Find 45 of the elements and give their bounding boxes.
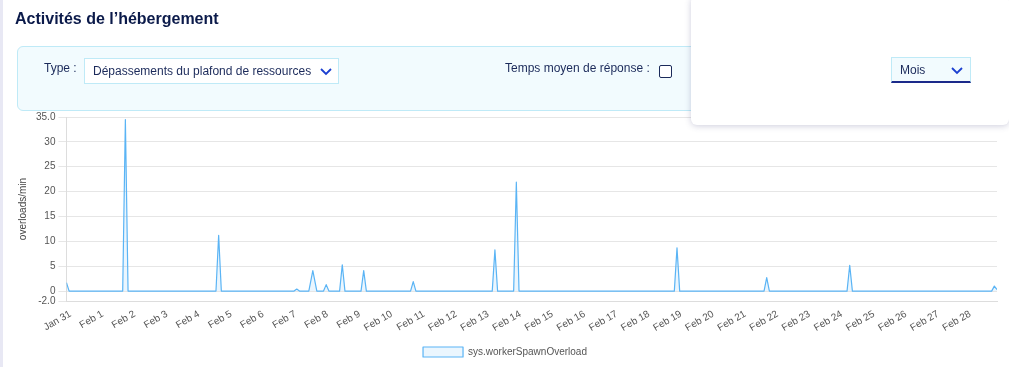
y-tick-label: 35.0 bbox=[35, 110, 56, 122]
x-tick-label: Feb 26 bbox=[875, 307, 909, 333]
y-tick-label: 5 bbox=[49, 259, 56, 271]
x-tick-label: Feb 27 bbox=[908, 307, 941, 333]
x-tick-label: Feb 18 bbox=[618, 307, 652, 333]
x-tick-label: Feb 7 bbox=[270, 307, 299, 331]
x-tick-label: Feb 3 bbox=[141, 307, 170, 331]
x-tick-label: Feb 22 bbox=[747, 307, 781, 333]
text: Dépassements du plafond de ressources bbox=[84, 58, 339, 84]
dropdown-panel: Mois bbox=[691, 0, 1009, 125]
y-tick-label: 0 bbox=[49, 284, 56, 296]
x-tick-label: Feb 2 bbox=[109, 307, 138, 331]
x-tick-label: Feb 5 bbox=[205, 307, 234, 331]
x-tick-label: Feb 11 bbox=[394, 307, 427, 333]
x-tick-label: Feb 23 bbox=[779, 307, 813, 333]
x-tick-label: Feb 20 bbox=[683, 307, 716, 333]
y-tick-label: 20 bbox=[44, 185, 56, 197]
x-tick-label: Jan 31 bbox=[41, 307, 74, 333]
text: Type : bbox=[44, 61, 77, 75]
x-tick-label: Feb 1 bbox=[77, 307, 106, 331]
y-tick-label: 30 bbox=[44, 135, 56, 147]
y-tick-label: -2.0 bbox=[38, 294, 56, 306]
x-tick-label: Feb 13 bbox=[458, 307, 491, 333]
x-tick-label: Feb 4 bbox=[173, 307, 202, 331]
x-tick-label: Feb 17 bbox=[586, 307, 620, 333]
y-axis-title: overloads/min bbox=[16, 177, 28, 241]
legend-label: sys.workerSpawnOverload bbox=[468, 345, 587, 357]
x-tick-label: Feb 28 bbox=[940, 307, 973, 333]
x-tick-label: Feb 15 bbox=[522, 307, 556, 333]
x-tick-label: Feb 9 bbox=[334, 307, 363, 331]
x-tick-label: Feb 19 bbox=[650, 307, 684, 333]
x-tick-label: Feb 12 bbox=[426, 307, 459, 333]
y-tick-label: 15 bbox=[44, 210, 56, 222]
y-tick-label: 10 bbox=[44, 235, 56, 247]
text: Temps moyen de réponse : bbox=[505, 61, 650, 75]
x-tick-label: Feb 21 bbox=[715, 307, 749, 333]
x-tick-label: Feb 14 bbox=[490, 307, 524, 333]
x-tick-label: Feb 25 bbox=[843, 307, 877, 333]
chart-title: Activités de l’hébergement bbox=[15, 10, 219, 28]
x-tick-label: Feb 24 bbox=[811, 307, 845, 333]
x-tick-label: Feb 10 bbox=[361, 307, 395, 333]
y-tick-label: 25 bbox=[44, 160, 56, 172]
x-tick-label: Feb 6 bbox=[238, 307, 267, 331]
x-tick-label: Feb 8 bbox=[302, 307, 331, 331]
x-tick-label: Feb 16 bbox=[554, 307, 588, 333]
